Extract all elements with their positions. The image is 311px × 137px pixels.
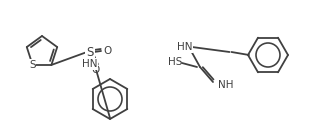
- Text: S: S: [86, 45, 94, 58]
- Text: NH: NH: [218, 80, 234, 90]
- Text: HN: HN: [177, 42, 193, 52]
- Text: S: S: [29, 60, 36, 70]
- Text: HS: HS: [168, 57, 182, 67]
- Text: HN: HN: [82, 59, 98, 69]
- Text: O: O: [103, 46, 111, 56]
- Text: O: O: [92, 65, 100, 75]
